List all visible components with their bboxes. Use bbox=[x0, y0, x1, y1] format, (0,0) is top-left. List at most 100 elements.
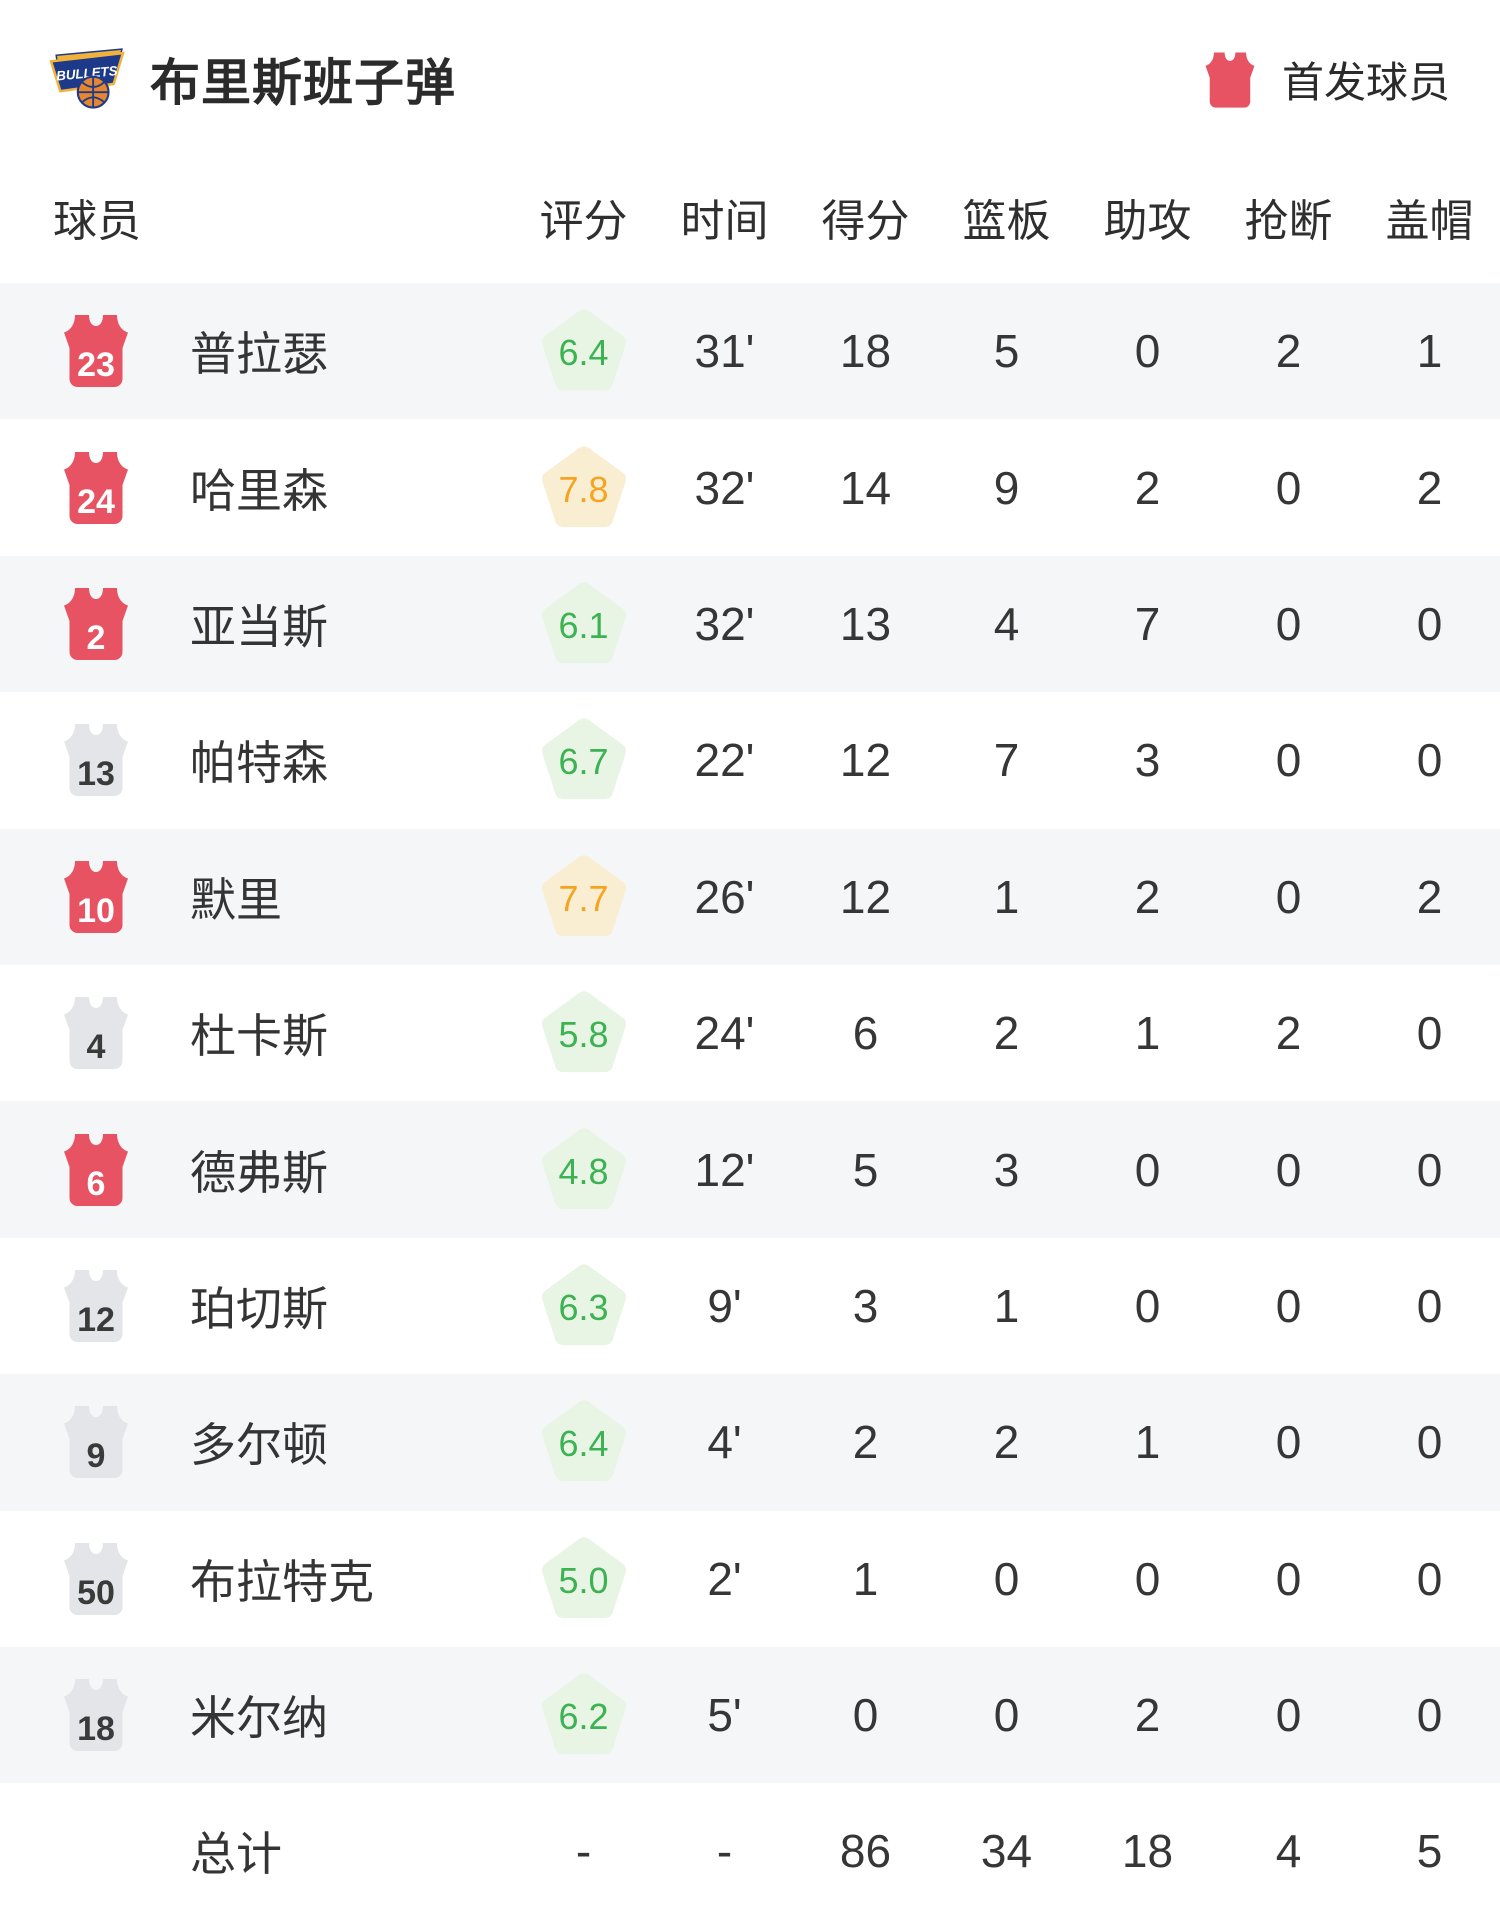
rating-value: 5.8 bbox=[558, 1014, 609, 1056]
total-assists: 18 bbox=[1121, 1825, 1174, 1878]
player-cell: 9 多尔顿 bbox=[0, 1404, 513, 1480]
stat-time: 9' bbox=[707, 1279, 742, 1332]
player-row[interactable]: 23 普拉瑟 6.4 31' 18 5 0 2 1 bbox=[0, 283, 1500, 420]
player-cell: 10 默里 bbox=[0, 859, 513, 935]
player-row[interactable]: 4 杜卡斯 5.8 24' 6 2 1 2 0 bbox=[0, 965, 1500, 1101]
player-row[interactable]: 13 帕特森 6.7 22' 12 7 3 0 0 bbox=[0, 692, 1500, 828]
player-rows: 23 普拉瑟 6.4 31' 18 5 0 2 1 2 4 bbox=[0, 283, 1500, 1784]
player-cell: 50 布拉特克 bbox=[0, 1541, 513, 1617]
player-row[interactable]: 10 默里 7.7 26' 12 1 2 0 2 bbox=[0, 828, 1500, 965]
jersey-number: 13 bbox=[77, 755, 115, 794]
total-row: 总计 - - 86 34 18 4 5 bbox=[0, 1783, 1500, 1920]
stat-blocks: 1 bbox=[1416, 325, 1443, 378]
stat-assists: 7 bbox=[1134, 597, 1161, 650]
jersey-icon: 18 bbox=[62, 1677, 130, 1753]
col-header-rating: 评分 bbox=[539, 197, 628, 246]
player-row[interactable]: 6 德弗斯 4.8 12' 5 3 0 0 0 bbox=[0, 1101, 1500, 1238]
player-name: 哈里森 bbox=[190, 464, 328, 517]
jersey-icon: 9 bbox=[62, 1404, 130, 1480]
total-rebounds: 34 bbox=[980, 1825, 1033, 1878]
rating-value: 6.3 bbox=[558, 1287, 609, 1329]
player-row[interactable]: 50 布拉特克 5.0 2' 1 0 0 0 0 bbox=[0, 1511, 1500, 1647]
stat-blocks: 0 bbox=[1416, 734, 1443, 787]
col-header-blocks: 盖帽 bbox=[1385, 197, 1474, 246]
rating-badge: 6.4 bbox=[541, 1397, 627, 1487]
stat-points: 2 bbox=[852, 1416, 879, 1469]
col-header-rebounds: 篮板 bbox=[962, 197, 1051, 246]
stat-rebounds: 7 bbox=[993, 734, 1020, 787]
player-name: 布拉特克 bbox=[190, 1555, 374, 1608]
stat-rebounds: 5 bbox=[993, 325, 1020, 378]
stat-points: 14 bbox=[839, 461, 892, 514]
player-name: 帕特森 bbox=[190, 737, 328, 790]
stat-rebounds: 9 bbox=[993, 461, 1020, 514]
jersey-icon: 12 bbox=[62, 1268, 130, 1344]
team-title: 布里斯班子弹 bbox=[150, 55, 456, 111]
jersey-number: 6 bbox=[86, 1164, 106, 1203]
jersey-icon: 2 bbox=[62, 586, 130, 662]
stat-steals: 0 bbox=[1275, 597, 1302, 650]
rating-value: 7.7 bbox=[558, 877, 609, 919]
rating-value: 6.4 bbox=[558, 332, 609, 374]
col-header-player: 球员 bbox=[53, 197, 141, 246]
total-points: 86 bbox=[839, 1825, 892, 1878]
jersey-icon: 4 bbox=[62, 995, 130, 1071]
stat-assists: 1 bbox=[1134, 1007, 1161, 1060]
player-row[interactable]: 2 亚当斯 6.1 32' 13 4 7 0 0 bbox=[0, 555, 1500, 693]
stat-blocks: 0 bbox=[1416, 1007, 1443, 1060]
stat-points: 1 bbox=[852, 1552, 879, 1605]
player-name: 亚当斯 bbox=[190, 600, 328, 653]
rating-value: 6.7 bbox=[558, 741, 609, 783]
stat-rebounds: 1 bbox=[993, 870, 1020, 923]
jersey-icon: 13 bbox=[62, 722, 130, 798]
player-cell: 24 哈里森 bbox=[0, 450, 513, 526]
rating-cell: 6.7 bbox=[513, 715, 654, 805]
jersey-icon: 50 bbox=[62, 1541, 130, 1617]
jersey-number: 50 bbox=[77, 1573, 115, 1612]
stat-time: 12' bbox=[694, 1143, 755, 1196]
stat-blocks: 0 bbox=[1416, 1143, 1443, 1196]
player-name: 默里 bbox=[190, 873, 282, 926]
player-cell: 13 帕特森 bbox=[0, 722, 513, 798]
player-row[interactable]: 24 哈里森 7.8 32' 14 9 2 0 2 bbox=[0, 419, 1500, 555]
stat-points: 18 bbox=[839, 325, 892, 378]
stat-rebounds: 2 bbox=[993, 1007, 1020, 1060]
rating-badge: 4.8 bbox=[541, 1125, 627, 1215]
stat-assists: 2 bbox=[1134, 870, 1161, 923]
stat-time: 32' bbox=[694, 461, 755, 514]
stat-steals: 0 bbox=[1275, 734, 1302, 787]
rating-value: 6.1 bbox=[558, 605, 609, 647]
player-cell: 18 米尔纳 bbox=[0, 1677, 513, 1753]
stat-steals: 0 bbox=[1275, 1416, 1302, 1469]
stat-points: 0 bbox=[852, 1689, 879, 1742]
player-row[interactable]: 18 米尔纳 6.2 5' 0 0 2 0 0 bbox=[0, 1646, 1500, 1784]
jersey-icon: 6 bbox=[62, 1132, 130, 1208]
svg-text:BULLETS: BULLETS bbox=[56, 63, 119, 83]
stat-rebounds: 4 bbox=[993, 597, 1020, 650]
starter-legend: 首发球员 bbox=[1204, 49, 1450, 110]
stat-assists: 0 bbox=[1134, 1143, 1161, 1196]
rating-value: 6.4 bbox=[558, 1423, 609, 1465]
stat-assists: 1 bbox=[1134, 1416, 1161, 1469]
stat-assists: 2 bbox=[1134, 1689, 1161, 1742]
stat-time: 5' bbox=[707, 1689, 742, 1742]
rating-cell: 6.2 bbox=[513, 1670, 654, 1760]
stat-steals: 0 bbox=[1275, 1143, 1302, 1196]
player-row[interactable]: 12 珀切斯 6.3 9' 3 1 0 0 0 bbox=[0, 1238, 1500, 1374]
team-logo: BULLETS bbox=[48, 47, 126, 111]
stat-assists: 0 bbox=[1134, 325, 1161, 378]
col-header-assists: 助攻 bbox=[1103, 197, 1192, 246]
total-steals: 4 bbox=[1275, 1825, 1302, 1878]
stat-blocks: 2 bbox=[1416, 870, 1443, 923]
stat-rebounds: 1 bbox=[993, 1279, 1020, 1332]
stat-steals: 0 bbox=[1275, 461, 1302, 514]
starter-legend-label: 首发球员 bbox=[1281, 58, 1450, 106]
player-row[interactable]: 9 多尔顿 6.4 4' 2 2 1 0 0 bbox=[0, 1374, 1500, 1511]
rating-cell: 7.7 bbox=[513, 852, 654, 942]
total-label: 总计 bbox=[190, 1828, 282, 1881]
rating-cell: 5.0 bbox=[513, 1534, 654, 1624]
stat-time: 4' bbox=[707, 1416, 742, 1469]
jersey-number: 23 bbox=[77, 346, 115, 385]
rating-badge: 6.4 bbox=[541, 306, 627, 396]
stat-assists: 3 bbox=[1134, 734, 1161, 787]
